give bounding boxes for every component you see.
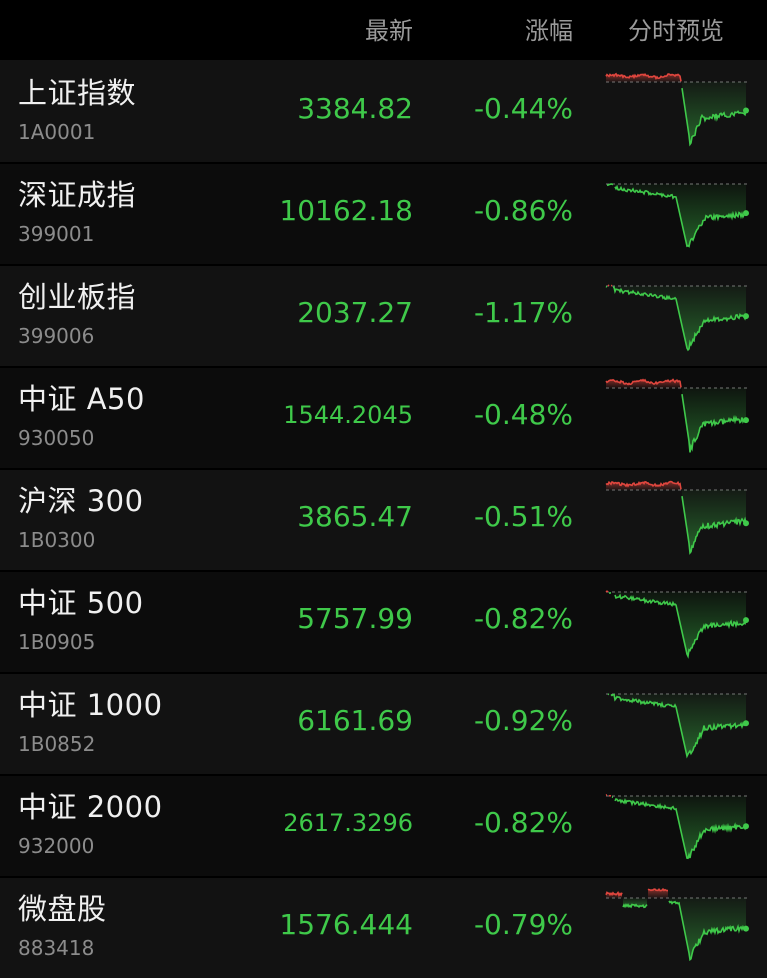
index-code: 1A0001	[18, 120, 96, 144]
latest-price: 5757.99	[297, 602, 413, 635]
index-name: 中证 2000	[18, 790, 163, 824]
header-change[interactable]: 涨幅	[525, 17, 573, 45]
sparkline-line	[605, 480, 682, 490]
sparkline-endpoint	[743, 210, 749, 217]
intraday-sparkline	[605, 887, 750, 962]
sparkline-endpoint	[743, 107, 749, 114]
change-percent: -0.79%	[473, 908, 573, 941]
intraday-sparkline	[605, 378, 750, 453]
sparkline-line	[647, 887, 668, 892]
index-code: 1B0905	[18, 630, 96, 654]
change-percent: -0.92%	[473, 704, 573, 737]
index-row[interactable]: 中证 1000 1B0852 6161.69 -0.92%	[0, 672, 767, 774]
header-latest[interactable]: 最新	[365, 17, 413, 45]
index-code: 932000	[18, 834, 95, 858]
index-name: 沪深 300	[18, 484, 144, 518]
change-percent: -1.17%	[473, 296, 573, 329]
header-preview: 分时预览	[628, 17, 724, 45]
index-name: 中证 1000	[18, 688, 163, 722]
change-percent: -0.48%	[473, 398, 573, 431]
index-code: 883418	[18, 936, 95, 960]
sparkline-line	[605, 891, 623, 898]
latest-price: 3865.47	[297, 500, 413, 533]
sparkline-line	[668, 900, 747, 962]
latest-price: 1544.2045	[283, 401, 413, 429]
change-percent: -0.86%	[473, 194, 573, 227]
sparkline-line	[610, 693, 747, 759]
index-code: 399006	[18, 324, 95, 348]
index-row[interactable]: 微盘股 883418 1576.444 -0.79%	[0, 876, 767, 978]
sparkline-area	[682, 82, 746, 145]
sparkline-endpoint	[743, 520, 749, 527]
index-row[interactable]: 沪深 300 1B0300 3865.47 -0.51%	[0, 468, 767, 570]
latest-price: 2037.27	[297, 296, 413, 329]
index-name: 上证指数	[18, 76, 137, 110]
intraday-sparkline	[605, 480, 750, 555]
sparkline-line	[605, 72, 682, 82]
index-row[interactable]: 中证 500 1B0905 5757.99 -0.82%	[0, 570, 767, 672]
sparkline-area	[613, 286, 746, 350]
latest-price: 1576.444	[279, 908, 413, 941]
sparkline-area	[606, 73, 681, 82]
sparkline-endpoint	[743, 417, 749, 424]
change-percent: -0.82%	[473, 602, 573, 635]
change-percent: -0.44%	[473, 92, 573, 125]
index-row[interactable]: 中证 A50 930050 1544.2045 -0.48%	[0, 366, 767, 468]
sparkline-line	[681, 87, 747, 147]
sparkline-endpoint	[743, 720, 749, 727]
sparkline-line	[614, 797, 747, 860]
sparkline-endpoint	[743, 617, 749, 624]
index-code: 1B0852	[18, 732, 96, 756]
column-header: 最新 涨幅 分时预览	[0, 0, 767, 60]
sparkline-line	[605, 378, 682, 388]
sparkline-endpoint	[743, 313, 749, 320]
latest-price: 10162.18	[279, 194, 413, 227]
latest-price: 3384.82	[297, 92, 413, 125]
index-name: 深证成指	[18, 178, 137, 212]
intraday-sparkline	[605, 284, 750, 352]
change-percent: -0.82%	[473, 806, 573, 839]
sparkline-endpoint	[743, 823, 749, 830]
index-name: 创业板指	[18, 280, 137, 314]
index-name: 中证 A50	[18, 382, 145, 416]
index-code: 1B0300	[18, 528, 96, 552]
sparkline-area	[669, 898, 746, 960]
index-code: 930050	[18, 426, 95, 450]
index-row[interactable]: 上证指数 1A0001 3384.82 -0.44%	[0, 60, 767, 162]
sparkline-area	[611, 694, 746, 757]
sparkline-line	[605, 285, 608, 288]
sparkline-line	[606, 183, 614, 187]
index-row[interactable]: 深证成指 399001 10162.18 -0.86%	[0, 162, 767, 264]
intraday-sparkline	[605, 590, 750, 659]
change-percent: -0.51%	[473, 500, 573, 533]
intraday-sparkline	[606, 693, 750, 759]
sparkline-line	[613, 286, 747, 352]
sparkline-area	[682, 490, 746, 553]
latest-price: 6161.69	[297, 704, 413, 737]
index-row[interactable]: 中证 2000 932000 2617.3296 -0.82%	[0, 774, 767, 876]
sparkline-line	[681, 495, 747, 555]
sparkline-line	[607, 284, 610, 287]
index-name: 微盘股	[18, 892, 107, 926]
index-list: 上证指数 1A0001 3384.82 -0.44% 深证成指 399001 10162.1…	[0, 60, 767, 978]
sparkline-area	[606, 481, 681, 490]
sparkline-line	[622, 903, 648, 909]
index-code: 399001	[18, 222, 95, 246]
intraday-sparkline	[605, 794, 750, 860]
sparkline-line	[614, 593, 747, 659]
index-name: 中证 500	[18, 586, 144, 620]
latest-price: 2617.3296	[283, 809, 413, 837]
sparkline-line	[614, 184, 747, 248]
intraday-sparkline	[606, 183, 750, 248]
index-row[interactable]: 创业板指 399006 2037.27 -1.17%	[0, 264, 767, 366]
sparkline-area	[606, 379, 681, 388]
sparkline-line	[605, 590, 609, 593]
sparkline-endpoint	[743, 925, 749, 932]
sparkline-area	[648, 889, 668, 898]
intraday-sparkline	[605, 72, 750, 147]
sparkline-line	[681, 393, 747, 453]
